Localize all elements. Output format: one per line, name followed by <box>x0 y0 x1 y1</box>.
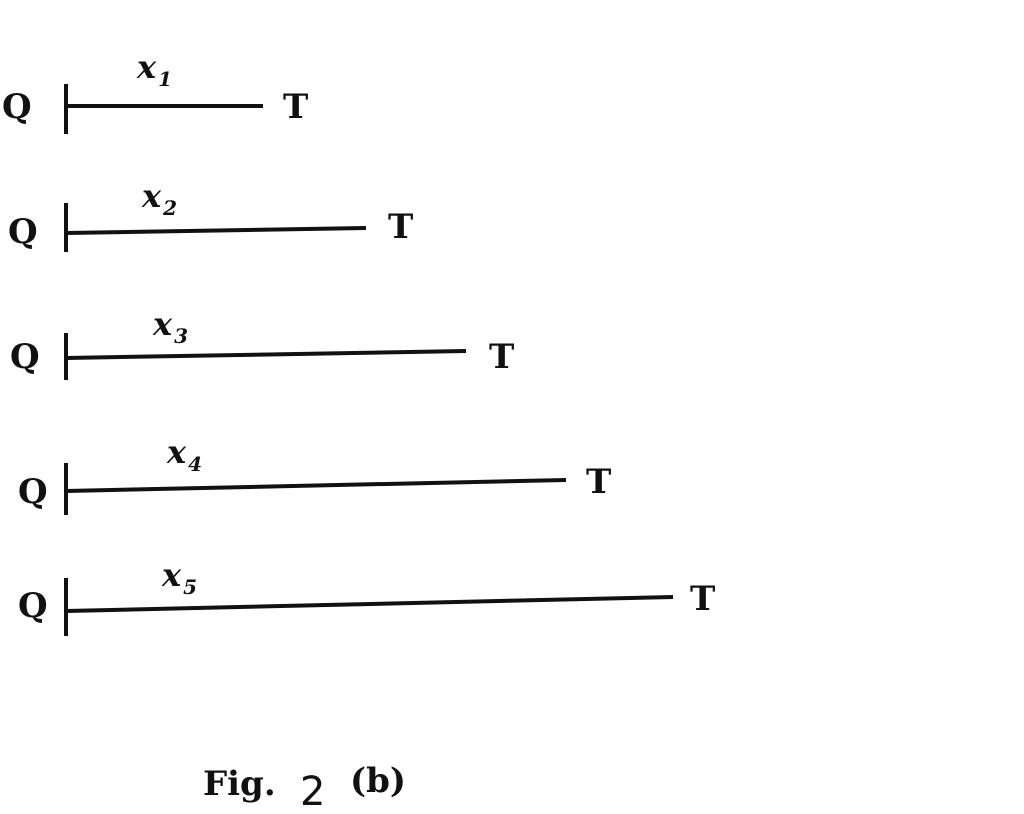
length-subscript: 3 <box>174 324 188 348</box>
segment-line <box>65 595 674 613</box>
segment-line <box>65 226 367 235</box>
length-subscript: 5 <box>183 575 197 599</box>
segment-line <box>65 478 567 493</box>
end-label: T <box>489 337 514 377</box>
end-label: T <box>283 87 308 127</box>
segment-row: Q Tx 3 <box>10 305 514 380</box>
segment-line <box>65 349 467 360</box>
caption-prefix: Fig. <box>203 764 276 804</box>
segment-row: Q Tx 4 <box>18 433 611 515</box>
segment-row: Q Tx 5 <box>18 556 715 636</box>
length-var: x <box>161 556 182 594</box>
segment-row: Q Tx 1 <box>2 48 308 134</box>
start-label: Q <box>18 586 48 626</box>
segment-row: Q Tx 2 <box>8 177 413 252</box>
start-label: Q <box>10 337 40 377</box>
caption-number: 2 <box>300 769 325 814</box>
length-var: x <box>141 177 162 215</box>
length-subscript: 2 <box>162 196 177 220</box>
start-label: Q <box>18 472 48 512</box>
start-label: Q <box>2 87 32 127</box>
length-subscript: 4 <box>188 452 202 476</box>
end-label: T <box>586 462 611 502</box>
end-label: T <box>388 207 413 247</box>
length-subscript: 1 <box>158 67 172 91</box>
length-var: x <box>136 48 157 86</box>
caption-suffix: (b) <box>350 761 406 801</box>
end-label: T <box>690 579 715 619</box>
length-var: x <box>152 305 173 343</box>
length-var: x <box>166 433 187 471</box>
start-label: Q <box>8 212 38 252</box>
